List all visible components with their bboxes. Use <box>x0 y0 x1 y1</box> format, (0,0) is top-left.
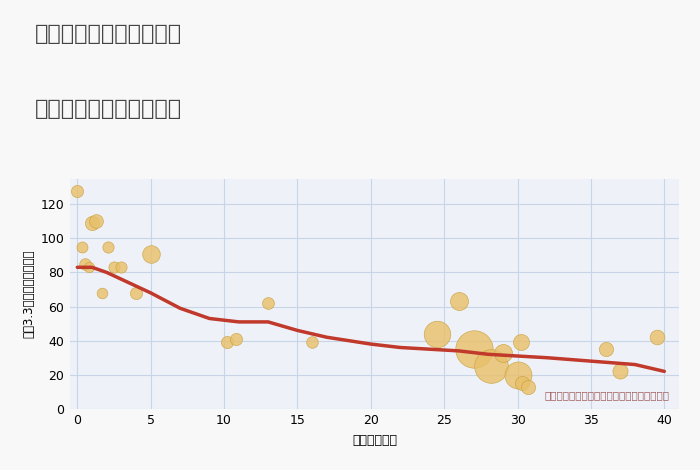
Point <box>83 264 94 271</box>
Point <box>497 349 508 356</box>
Text: 円の大きさは、取引のあった物件面積を示す: 円の大きさは、取引のあった物件面積を示す <box>545 390 670 400</box>
Text: 兵庫県姫路市山畑新田の: 兵庫県姫路市山畑新田の <box>35 24 182 44</box>
Point <box>79 260 90 267</box>
Point <box>116 264 127 271</box>
Point <box>230 335 241 343</box>
Point <box>431 330 442 337</box>
Point <box>91 218 102 225</box>
Point <box>262 299 274 307</box>
Point <box>307 338 318 346</box>
Point <box>145 250 156 258</box>
Point <box>108 264 120 271</box>
Point <box>468 345 480 353</box>
Point <box>130 289 141 297</box>
Point <box>515 338 526 346</box>
Point <box>512 371 523 378</box>
Point <box>97 289 108 297</box>
Point <box>517 380 528 387</box>
Point <box>600 345 611 353</box>
Text: 築年数別中古戸建て価格: 築年数別中古戸建て価格 <box>35 99 182 119</box>
Point <box>522 383 533 391</box>
Point <box>76 243 88 251</box>
Point <box>615 368 626 375</box>
Point <box>221 338 232 346</box>
X-axis label: 築年数（年）: 築年数（年） <box>352 434 397 447</box>
Point <box>86 219 97 227</box>
Point <box>454 298 465 305</box>
Point <box>71 187 83 194</box>
Point <box>486 362 497 370</box>
Point <box>103 243 114 251</box>
Y-axis label: 坪（3.3㎡）単価（万円）: 坪（3.3㎡）単価（万円） <box>22 250 35 338</box>
Point <box>652 334 663 341</box>
